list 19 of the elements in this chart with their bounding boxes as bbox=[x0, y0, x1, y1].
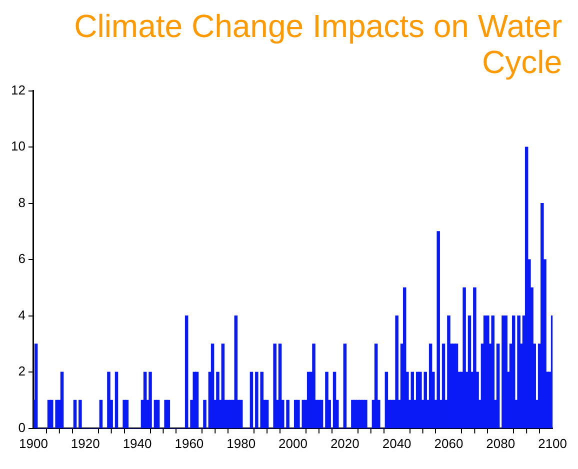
y-tick-label: 4 bbox=[18, 307, 26, 322]
x-tick-label: 2000 bbox=[278, 436, 308, 451]
y-tick-label: 2 bbox=[18, 364, 26, 379]
x-tick-label: 1940 bbox=[122, 436, 152, 451]
x-tick-label: 2020 bbox=[330, 436, 360, 451]
y-tick-label: 8 bbox=[18, 194, 26, 210]
x-tick-label: 2040 bbox=[382, 436, 412, 451]
x-tick-label: 2060 bbox=[434, 436, 464, 451]
x-tick-label: 1920 bbox=[70, 436, 100, 451]
y-tick-label: 6 bbox=[18, 251, 26, 266]
x-tick-label: 2080 bbox=[486, 436, 516, 451]
x-tick-label: 2100 bbox=[538, 436, 567, 451]
x-tick-label: 1980 bbox=[226, 436, 256, 451]
chart-title: Climate Change Impacts on Water Cycle bbox=[73, 8, 563, 80]
y-tick-label: 0 bbox=[18, 420, 26, 435]
y-tick-label: 10 bbox=[10, 138, 26, 154]
y-tick-label: 12 bbox=[10, 82, 26, 98]
x-tick-label: 1960 bbox=[174, 436, 204, 451]
x-tick-label: 1900 bbox=[19, 436, 48, 451]
